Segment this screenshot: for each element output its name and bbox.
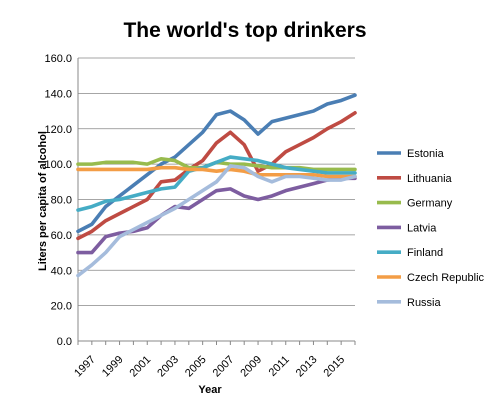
y-tick-labels: 0.0 20.0 40.0 60.0 80.0 100.0 120.0 140.0 160.0 [44, 53, 72, 348]
legend-label: Latvia [407, 222, 437, 234]
legend-label: Finland [407, 247, 443, 259]
y-tick-label: 0.0 [57, 336, 72, 348]
axes [77, 58, 356, 345]
y-tick-label: 60.0 [51, 230, 72, 242]
series-line-lithuania [76, 111, 357, 241]
legend-label: Lithuania [407, 173, 453, 185]
y-tick-label: 40.0 [51, 265, 72, 277]
y-tick-label: 160.0 [44, 53, 72, 65]
legend: Estonia Lithuania Germany Latvia Finland Czec… [377, 148, 485, 309]
series-line-finland [76, 155, 357, 212]
y-axis-title: Liters per capita of alcohol [37, 131, 49, 271]
legend-label: Russia [407, 297, 442, 309]
y-tick-label: 120.0 [44, 124, 72, 136]
series-line-russia [76, 164, 357, 278]
y-tick-label: 100.0 [44, 159, 72, 171]
chart-title: The world's top drinkers [123, 19, 366, 42]
series-line-czech-republic [76, 165, 357, 179]
series-line-estonia [76, 93, 357, 234]
y-tick-label: 20.0 [51, 301, 72, 313]
x-axis-title: Year [198, 384, 222, 396]
legend-label: Czech Republic [407, 272, 485, 284]
legend-label: Estonia [407, 148, 445, 160]
series-lines [76, 93, 357, 278]
legend-label: Germany [407, 198, 453, 210]
y-tick-label: 140.0 [44, 88, 72, 100]
y-tick-label: 80.0 [51, 195, 72, 207]
